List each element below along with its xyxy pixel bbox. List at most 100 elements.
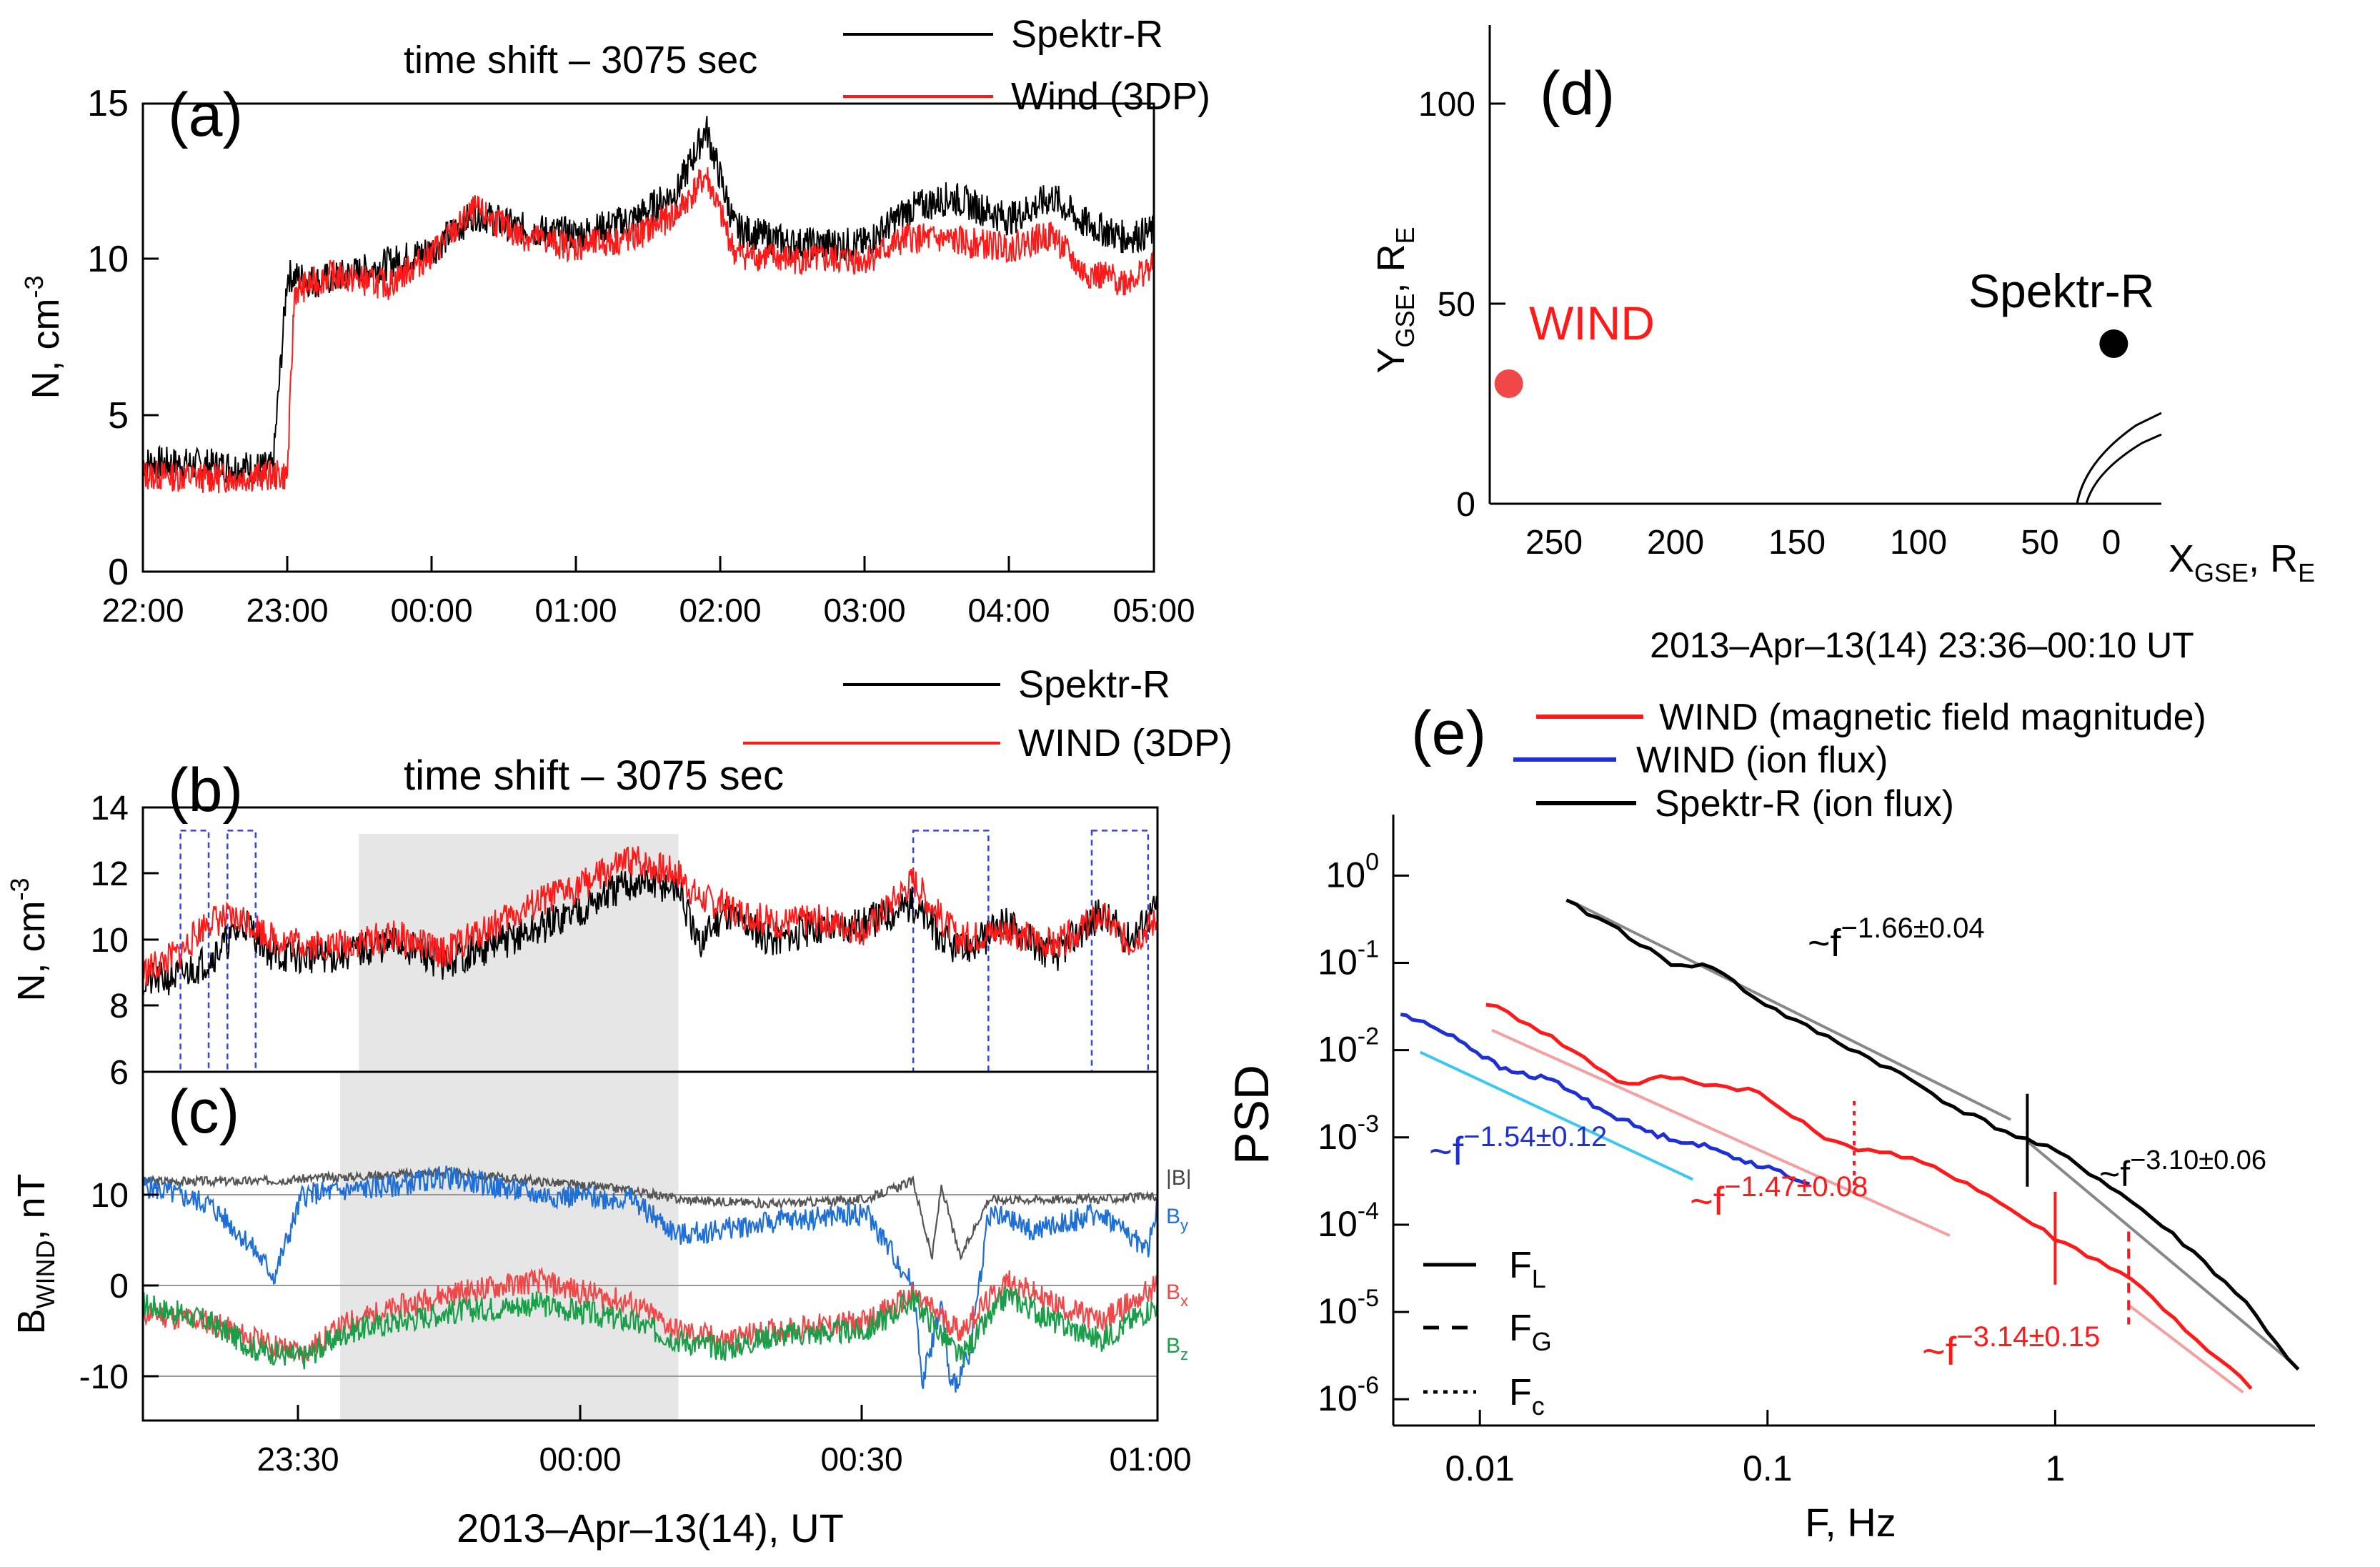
panel-c: (c) -10 0 10 23:30 00:00 00:30 01:00 201… — [10, 1070, 1192, 1551]
psd-series — [1565, 898, 2300, 1371]
panel-d-ylabel: YGSE, RE — [1370, 227, 1420, 373]
series-wind-3dp — [142, 167, 1155, 494]
ytick-label: 0 — [108, 552, 129, 593]
series-bz — [142, 1286, 1159, 1370]
series-by — [141, 1165, 1159, 1393]
psd-series — [1400, 1013, 1811, 1186]
series-spektr-r — [142, 116, 1155, 484]
series-wind-3dp — [142, 846, 1158, 986]
panel-b-letter: (b) — [168, 756, 243, 825]
legend-wind-label: Wind (3DP) — [1011, 75, 1210, 118]
ytick-label: 10 — [91, 922, 129, 960]
bow-shock-inner-curve — [2076, 412, 2162, 504]
dashed-interval-box — [226, 830, 257, 1073]
legend-spektr-label: Spektr-R — [1018, 663, 1170, 706]
fit-line — [2026, 1140, 2290, 1362]
series-bx — [141, 1266, 1159, 1364]
label-bx: Bx — [1166, 1280, 1188, 1310]
legend-wind-ion-label: WIND (ion flux) — [1636, 740, 1888, 781]
ytick-label: 14 — [91, 790, 129, 827]
panel-c-shaded-interval — [340, 1072, 679, 1421]
panel-d-letter: (d) — [1540, 59, 1615, 128]
legend-fc-label: Fc — [1509, 1372, 1545, 1421]
xtick-label: 100 — [1890, 524, 1947, 562]
ytick-label: 6 — [109, 1054, 129, 1092]
ytick-label: 8 — [109, 988, 129, 1025]
panel-e-yticks: 100 10-1 10-2 10-3 10-4 10-5 10-6 — [1318, 848, 1409, 1418]
xtick-label: 02:00 — [679, 592, 761, 629]
ytick-label: 0 — [109, 1268, 129, 1305]
xtick-label: 200 — [1647, 524, 1704, 562]
panel-c-axes-frame — [141, 1070, 1159, 1422]
panel-b: (b) time shift – 3075 sec Spektr-R WIND … — [5, 663, 1233, 1092]
panel-d-yticks: 0 50 100 — [1418, 86, 1505, 524]
panel-a-yticks: 0 5 10 15 — [87, 83, 159, 593]
legend-spektr-label: Spektr-R — [1011, 13, 1163, 56]
xtick-label: 0.01 — [1445, 1448, 1515, 1488]
xtick-label: 03:00 — [823, 592, 905, 629]
panel-c-plot-area — [141, 1165, 1159, 1393]
fit-label-wind-mag-low: ~f−1.47±0.08 — [1690, 1171, 1868, 1223]
ytick-label: 12 — [91, 855, 129, 893]
panel-e-title: 2013–Apr–13(14) 23:36–00:10 UT — [1650, 625, 2194, 665]
panel-a-axes-frame — [141, 102, 1155, 573]
panel-b-plot-area — [142, 846, 1158, 1000]
ytick-label: 10-5 — [1318, 1285, 1379, 1331]
panel-a: (a) time shift – 3075 sec Spektr-R Wind … — [19, 13, 1210, 629]
xtick-label: 05:00 — [1112, 592, 1195, 629]
ytick-label: 5 — [108, 395, 129, 437]
xtick-label: 50 — [2021, 524, 2058, 562]
xtick-label: 01:00 — [534, 592, 617, 629]
legend-fg-label: FG — [1509, 1308, 1552, 1356]
ytick-label: 10-3 — [1318, 1110, 1379, 1157]
xtick-label: 00:00 — [390, 592, 472, 629]
fit-line — [2127, 1303, 2244, 1394]
panel-c-yticks: -10 0 10 — [79, 1177, 159, 1396]
fit-label-wind-mag-high: ~f−3.14±0.15 — [1922, 1321, 2100, 1373]
spektr-label: Spektr-R — [1968, 264, 2154, 317]
panel-e-xticks: 0.01 0.1 1 — [1445, 1410, 2066, 1488]
xtick-label: 150 — [1768, 524, 1826, 562]
panel-a-plot-area — [142, 116, 1155, 494]
legend-wind-mag-label: WIND (magnetic field magnitude) — [1659, 697, 2206, 738]
fit-line — [1491, 1028, 1951, 1238]
wind-label: WIND — [1529, 297, 1655, 349]
panel-b-annotation: time shift – 3075 sec — [404, 752, 784, 799]
label-bz: Bz — [1166, 1334, 1188, 1363]
xtick-label: 23:30 — [257, 1441, 339, 1478]
panel-e-frequency-markers — [1853, 1093, 2131, 1325]
panel-a-annotation: time shift – 3075 sec — [404, 39, 757, 81]
label-by: By — [1166, 1205, 1188, 1234]
ytick-label: 10 — [91, 1177, 129, 1215]
xtick-label: 01:00 — [1109, 1441, 1191, 1478]
panel-c-xticks: 23:30 00:00 00:30 01:00 — [257, 1405, 1192, 1478]
xtick-label: 23:00 — [246, 592, 328, 629]
series-b — [142, 1166, 1159, 1261]
wind-position-marker — [1494, 369, 1523, 398]
xtick-label: 22:00 — [101, 592, 184, 629]
fit-line — [1572, 900, 2011, 1121]
legend-wind-label: WIND (3DP) — [1018, 722, 1233, 765]
panel-d: (d) 0 50 100 250 200 150 100 50 0 XGSE, … — [1370, 25, 2315, 587]
bow-shock-outer-curve — [2085, 433, 2162, 504]
xtick-label: 00:30 — [820, 1441, 902, 1478]
panel-b-ylabel: N, cm-3 — [5, 877, 53, 1001]
panel-a-xticks: 22:00 23:00 00:00 01:00 02:00 03:00 04:0… — [101, 556, 1195, 629]
dashed-interval-box — [1090, 830, 1150, 1073]
legend-fl-label: FL — [1509, 1245, 1546, 1293]
panel-c-ylabel: BWIND, nT — [10, 1173, 60, 1334]
ytick-label: 50 — [1438, 286, 1475, 324]
panel-e-letter: (e) — [1411, 699, 1486, 767]
panel-e: 2013–Apr–13(14) 23:36–00:10 UT (e) 10010… — [1225, 625, 2315, 1545]
xtick-label: 0.1 — [1743, 1448, 1793, 1488]
panel-e-ylabel: PSD — [1225, 1065, 1279, 1165]
panel-c-xlabel: 2013–Apr–13(14), UT — [457, 1506, 844, 1551]
xtick-label: 1 — [2046, 1448, 2066, 1488]
panel-c-letter: (c) — [168, 1078, 239, 1146]
ytick-label: 15 — [87, 83, 129, 124]
ytick-label: -10 — [79, 1358, 129, 1396]
ytick-label: 0 — [1456, 486, 1475, 524]
panel-a-letter: (a) — [168, 81, 243, 149]
ytick-label: 10-1 — [1318, 936, 1379, 983]
